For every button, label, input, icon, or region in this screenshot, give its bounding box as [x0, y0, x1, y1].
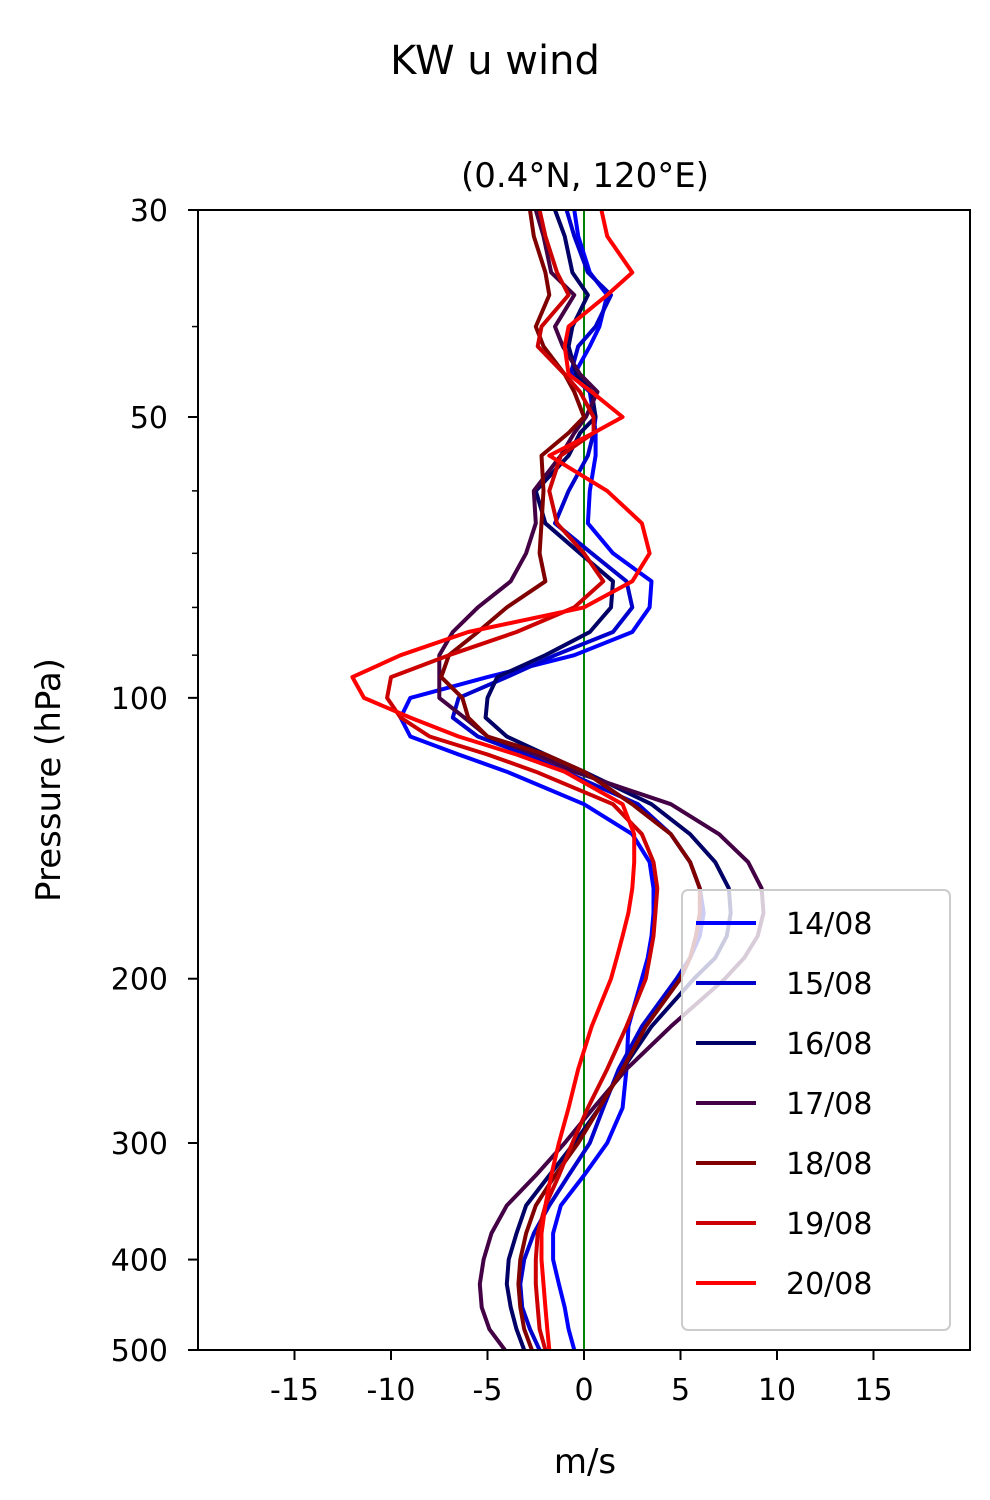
x-tick-label: -5: [473, 1373, 503, 1408]
y-axis: 30 50 100 200 300 400 500: [111, 194, 198, 1369]
x-tick-label: 10: [758, 1373, 796, 1408]
x-tick-label: 0: [574, 1373, 593, 1408]
legend-label-4: 18/08: [786, 1147, 872, 1182]
series-line-6: [350, 209, 652, 1351]
x-axis-label: m/s: [554, 1442, 616, 1482]
chart-subtitle: (0.4°N, 120°E): [461, 156, 709, 196]
x-tick-label: -10: [367, 1373, 416, 1408]
x-tick-label: -15: [270, 1373, 319, 1408]
chart-title: KW u wind: [390, 38, 600, 84]
legend-box: [681, 889, 951, 1331]
y-tick-label: 30: [130, 194, 168, 229]
legend-label-5: 19/08: [786, 1207, 872, 1242]
legend-label-3: 17/08: [786, 1087, 872, 1122]
series-line-0: [398, 209, 656, 1351]
y-tick-label: 300: [111, 1127, 168, 1162]
y-tick-label: 500: [111, 1334, 168, 1369]
series-line-4: [439, 209, 702, 1351]
y-tick-label: 200: [111, 963, 168, 998]
series-line-5: [385, 209, 660, 1351]
legend: 14/08 15/08 16/08 17/08 18/08 19/08 20/08: [681, 889, 951, 1331]
legend-label-0: 14/08: [786, 907, 872, 942]
x-tick-label: 15: [854, 1373, 892, 1408]
y-tick-label: 50: [130, 401, 168, 436]
plot-area: [350, 209, 766, 1352]
x-axis: -15 -10 -5 0 5 10 15: [270, 1350, 893, 1408]
y-axis-label: Pressure (hPa): [29, 658, 69, 902]
y-tick-label: 400: [111, 1244, 168, 1279]
x-tick-label: 5: [671, 1373, 690, 1408]
legend-label-6: 20/08: [786, 1267, 872, 1302]
y-tick-label: 100: [111, 682, 168, 717]
legend-label-1: 15/08: [786, 967, 872, 1002]
legend-label-2: 16/08: [786, 1027, 872, 1062]
